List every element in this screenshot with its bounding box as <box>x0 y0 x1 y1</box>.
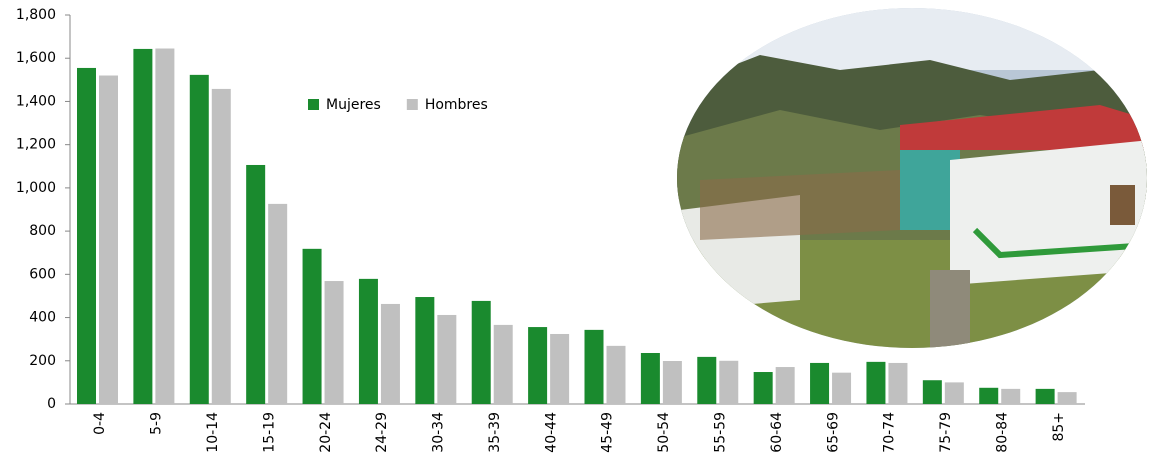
x-tick-label: 40-44 <box>543 412 559 453</box>
x-tick-label: 5-9 <box>149 412 165 435</box>
bar <box>415 297 435 404</box>
bar <box>832 372 852 404</box>
y-tick-label: 800 <box>29 223 56 239</box>
bar <box>189 74 209 404</box>
legend-label: Hombres <box>425 97 488 113</box>
photo <box>677 8 1147 348</box>
x-tick-label: 50-54 <box>656 412 672 453</box>
bar <box>866 361 886 404</box>
bar <box>888 362 908 404</box>
bar <box>810 362 830 404</box>
bar <box>1057 392 1077 404</box>
x-tick-label: 70-74 <box>882 412 898 453</box>
bar <box>944 382 964 404</box>
bar <box>155 48 175 404</box>
y-tick-label: 0 <box>47 396 56 412</box>
y-tick-label: 1,200 <box>16 137 56 153</box>
x-tick-label: 80-84 <box>994 412 1010 453</box>
x-tick-label: 45-49 <box>600 412 616 453</box>
x-tick-label: 20-24 <box>318 412 334 453</box>
y-tick-label: 200 <box>29 353 56 369</box>
x-tick-label: 35-39 <box>487 412 503 453</box>
bar <box>775 367 795 404</box>
bar <box>550 333 570 404</box>
bar <box>584 329 604 404</box>
bar <box>493 324 513 404</box>
x-tick-label: 60-64 <box>769 412 785 453</box>
x-tick-label: 85+ <box>1051 412 1067 442</box>
legend-swatch <box>406 99 418 110</box>
y-tick-label: 400 <box>29 310 56 326</box>
bar <box>358 278 378 404</box>
bar <box>528 327 548 404</box>
bar <box>99 75 118 404</box>
x-tick-label: 55-59 <box>712 412 728 453</box>
bar <box>268 203 288 404</box>
bar <box>697 356 717 404</box>
bar <box>380 303 400 404</box>
bar <box>437 314 457 404</box>
x-tick-label: 65-69 <box>825 412 841 453</box>
x-tick-label: 15-19 <box>261 412 277 453</box>
bar <box>471 300 491 404</box>
legend-label: Mujeres <box>326 97 381 113</box>
bar <box>662 360 682 404</box>
bar <box>324 281 344 404</box>
x-tick-label: 30-34 <box>431 412 447 453</box>
x-tick-label: 10-14 <box>205 412 221 453</box>
bar <box>1035 388 1055 404</box>
y-tick-label: 1,000 <box>16 180 56 196</box>
x-tick-label: 75-79 <box>938 412 954 453</box>
legend-swatch <box>308 99 319 110</box>
y-tick-label: 1,800 <box>16 7 56 23</box>
bar <box>133 48 153 404</box>
bar <box>606 345 626 404</box>
y-tick-label: 600 <box>29 266 56 282</box>
y-tick-label: 1,600 <box>16 50 56 66</box>
x-tick-label: 24-29 <box>374 412 390 453</box>
bar <box>719 360 739 404</box>
bar <box>922 380 942 404</box>
bar <box>640 352 660 404</box>
bar <box>753 372 773 404</box>
x-tick-label: 0-4 <box>92 412 108 435</box>
bar <box>1001 388 1021 404</box>
bar <box>77 67 96 405</box>
bar <box>302 248 322 404</box>
bar <box>211 88 231 404</box>
y-tick-label: 1,400 <box>16 93 56 109</box>
bar <box>246 164 266 404</box>
bar <box>979 387 999 404</box>
